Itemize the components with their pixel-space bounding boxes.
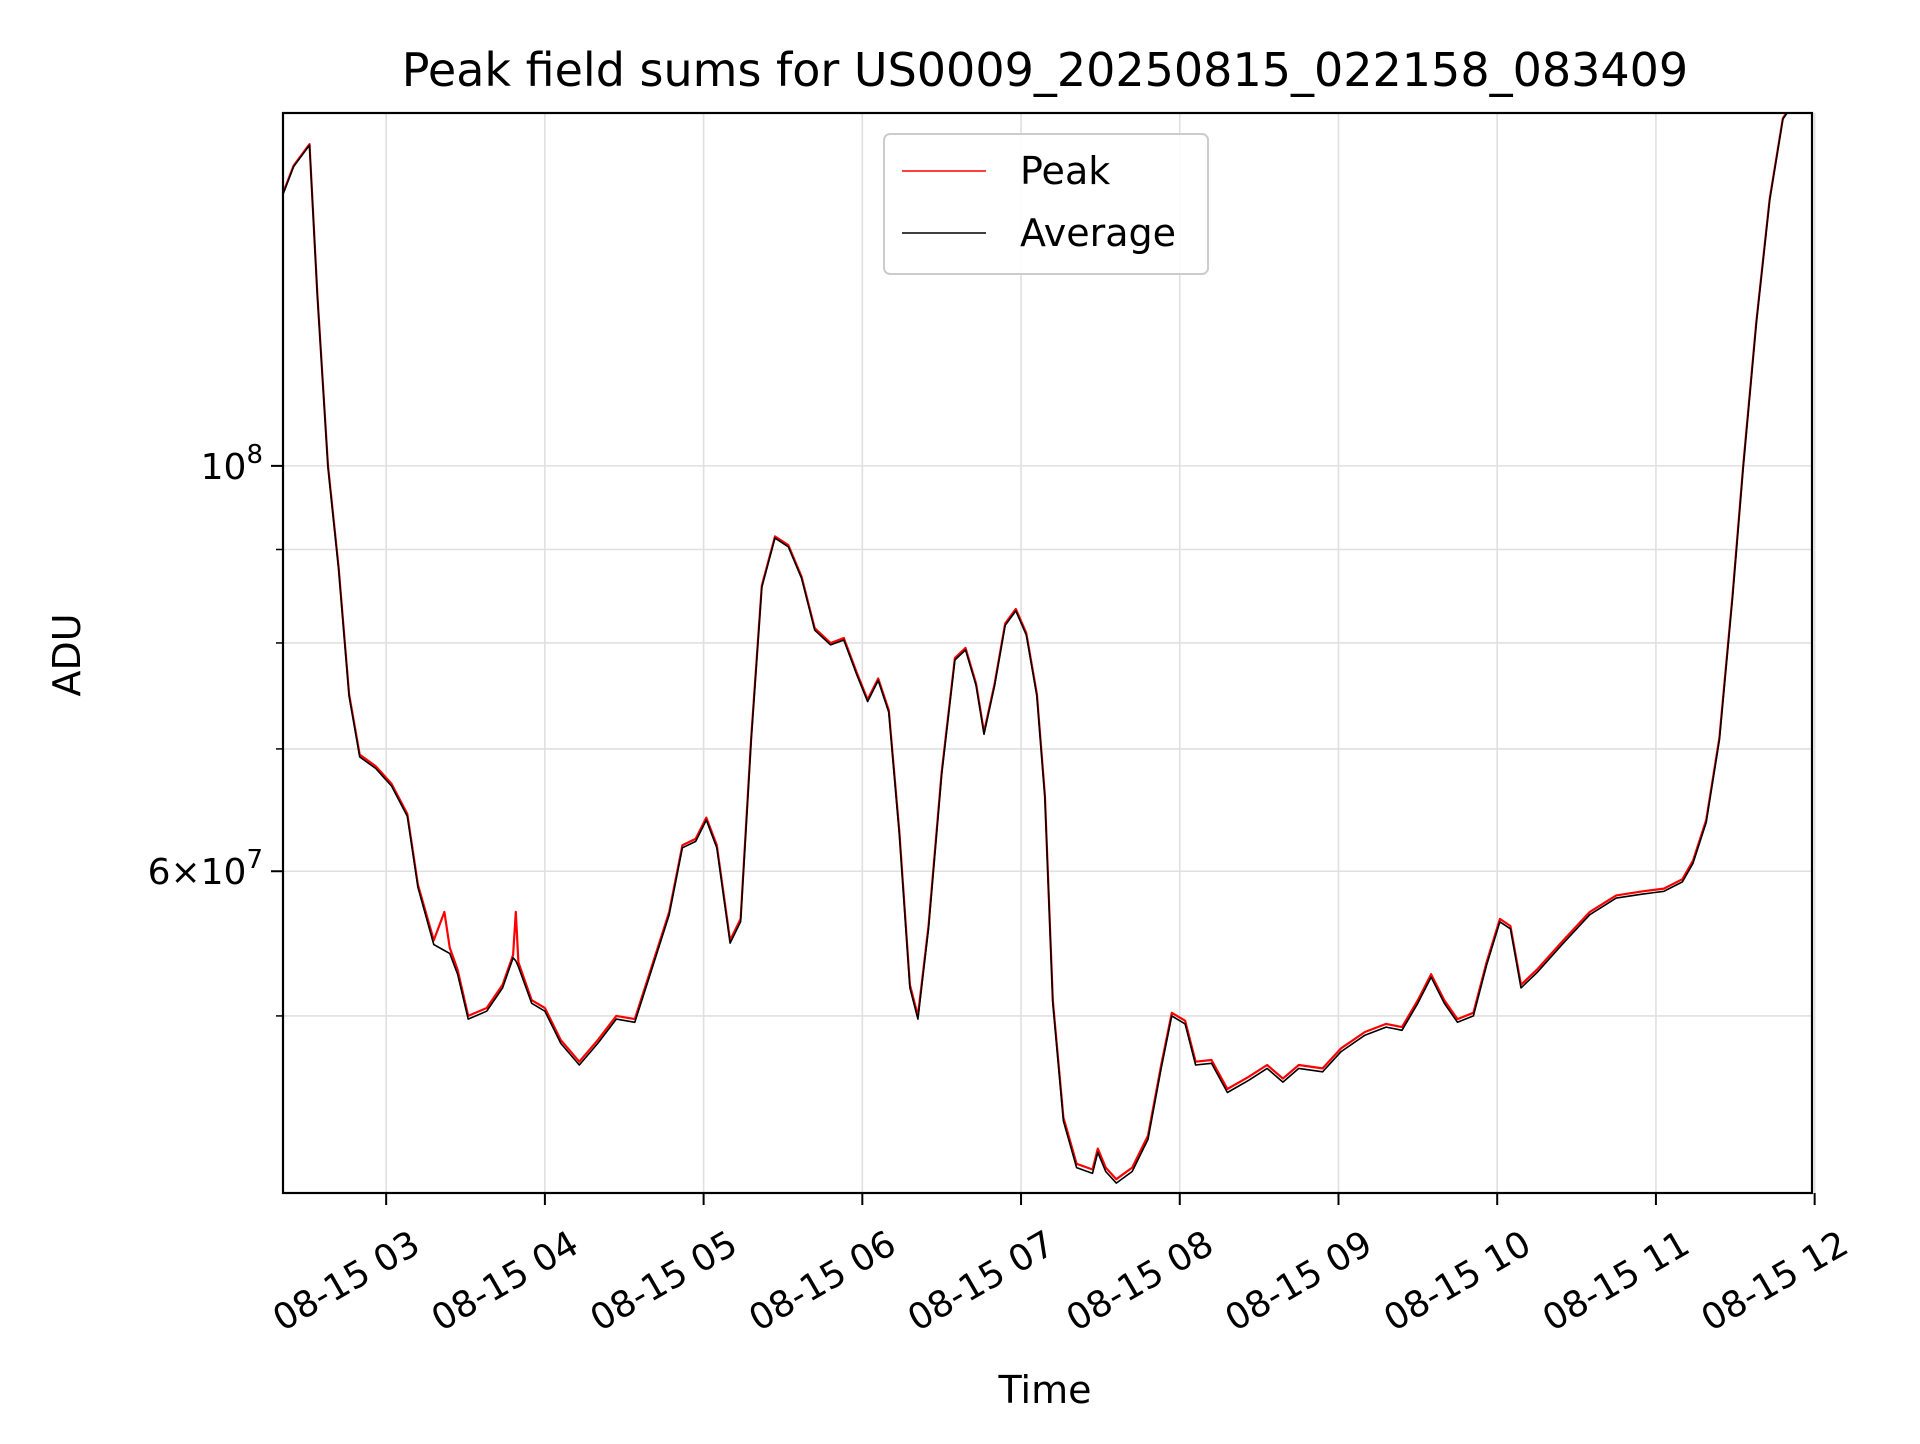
- series-line-average: [283, 113, 1789, 1184]
- legend-label-average: Average: [1020, 211, 1176, 255]
- legend: Peak Average: [883, 133, 1209, 275]
- y-tick-label: 6×107: [148, 845, 263, 893]
- legend-label-peak: Peak: [1020, 149, 1110, 193]
- grid-lines: [283, 113, 1816, 1193]
- y-axis-label: ADU: [45, 613, 89, 696]
- series-lines: [283, 113, 1789, 1184]
- chart-title: Peak field sums for US0009_20250815_0221…: [402, 43, 1688, 97]
- plot-frame: [281, 111, 1814, 1195]
- x-axis-label: Time: [998, 1368, 1092, 1412]
- legend-frame: [883, 133, 1209, 275]
- y-tick-label: 108: [201, 440, 263, 488]
